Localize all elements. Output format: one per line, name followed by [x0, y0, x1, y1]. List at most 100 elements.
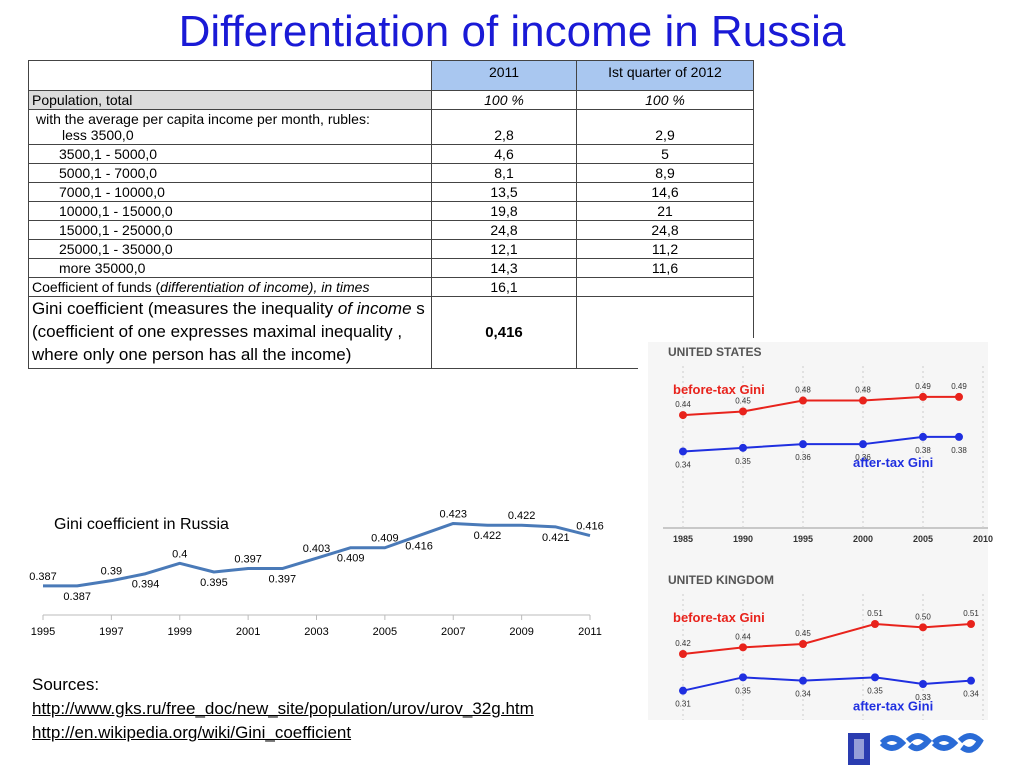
- data-label: 0.394: [132, 579, 160, 591]
- income-2011-7: 14,3: [431, 258, 577, 278]
- data-label: 0.421: [542, 532, 570, 544]
- income-2011-0: 2,8: [431, 109, 577, 145]
- coef-funds-label-a: Coefficient of funds (: [32, 279, 161, 295]
- income-2011-4: 19,8: [431, 201, 577, 221]
- table-row: 3500,1 - 5000,0 4,6 5: [28, 144, 754, 164]
- income-2012-7: 11,6: [576, 258, 754, 278]
- sources-label: Sources:: [32, 675, 100, 694]
- source-link-gks[interactable]: http://www.gks.ru/free_doc/new_site/popu…: [32, 698, 534, 718]
- population-label: Population, total: [28, 90, 432, 110]
- table-row: 15000,1 - 25000,0 24,8 24,8: [28, 220, 754, 240]
- data-label: 0.48: [795, 386, 811, 395]
- data-point: [739, 643, 747, 652]
- income-2012-4: 21: [576, 201, 754, 221]
- us-uk-charts-svg: UNITED STATES 1985 1990 1995 2000 2005 2010 0.4…: [638, 338, 998, 772]
- data-label: 0.50: [915, 612, 931, 621]
- data-label: 0.4: [172, 548, 187, 560]
- income-row-label: with the average per capita income per m…: [28, 109, 432, 145]
- data-point: [739, 673, 747, 682]
- income-row-label-0: less 3500,0: [62, 127, 134, 143]
- x-tick-label: 2011: [578, 626, 602, 638]
- table-row: more 35000,0 14,3 11,6: [28, 258, 754, 278]
- x-tick-label: 2005: [913, 534, 933, 544]
- income-2012-1: 5: [576, 144, 754, 164]
- income-2012-6: 11,2: [576, 239, 754, 259]
- income-2012-5: 24,8: [576, 220, 754, 240]
- data-point: [955, 392, 963, 401]
- table-row: Coefficient of funds (differentiation of…: [28, 277, 754, 297]
- coef-funds-2011: 16,1: [431, 277, 577, 297]
- data-label: 0.49: [915, 382, 931, 391]
- data-point: [859, 440, 867, 449]
- income-row-label-1: 3500,1 - 5000,0: [28, 144, 432, 164]
- data-label: 0.416: [576, 521, 604, 533]
- table-row: 7000,1 - 10000,0 13,5 14,6: [28, 182, 754, 202]
- data-point: [799, 396, 807, 405]
- page-title: Differentiation of income in Russia: [178, 7, 846, 56]
- coef-funds-2012: [576, 277, 754, 297]
- header-empty-cell: [28, 60, 432, 91]
- data-point: [919, 623, 927, 632]
- data-label: 0.49: [951, 382, 967, 391]
- data-label: 0.416: [405, 541, 433, 553]
- gini-2011: 0,416: [431, 296, 577, 369]
- data-label: 0.387: [29, 571, 57, 583]
- data-point: [679, 650, 687, 658]
- table-row: 25000,1 - 35000,0 12,1 11,2: [28, 239, 754, 259]
- table-header-row: 2011 Ist quarter of 2012: [28, 60, 754, 91]
- logo-emblem-detail: [854, 739, 864, 759]
- data-point: [799, 440, 807, 449]
- income-2011-2: 8,1: [431, 163, 577, 183]
- population-2012: 100 %: [576, 90, 754, 110]
- table-row: Gini coefficient (measures the inequalit…: [28, 296, 754, 369]
- income-2012-3: 14,6: [576, 182, 754, 202]
- data-label: 0.31: [675, 700, 691, 709]
- series-line: [682, 622, 972, 655]
- income-2011-3: 13,5: [431, 182, 577, 202]
- data-label: 0.409: [337, 553, 365, 565]
- income-row-label-3: 7000,1 - 10000,0: [28, 182, 432, 202]
- x-tick-label: 2005: [373, 626, 397, 638]
- panel-title: UNITED KINGDOM: [668, 573, 774, 587]
- series-label: after-tax Gini: [853, 455, 933, 470]
- data-label: 0.35: [735, 457, 751, 466]
- income-2011-1: 4,6: [431, 144, 577, 164]
- paper-sheet: [648, 342, 988, 722]
- series-label: after-tax Gini: [853, 699, 933, 714]
- data-label: 0.38: [951, 446, 967, 455]
- data-label: 0.42: [675, 639, 691, 648]
- logo: [848, 725, 1008, 773]
- data-point: [739, 407, 747, 416]
- income-row-label-4: 10000,1 - 15000,0: [28, 201, 432, 221]
- x-tick-label: 2007: [441, 626, 465, 638]
- header-2012: Ist quarter of 2012: [576, 60, 754, 91]
- gini-label-b: of income: [337, 299, 412, 318]
- data-point: [967, 620, 975, 628]
- gini-label-a: Gini coefficient (measures the inequalit…: [32, 299, 338, 318]
- x-tick-label: 2003: [304, 626, 328, 638]
- x-tick-label: 1999: [168, 626, 192, 638]
- income-2012-0: 2,9: [576, 109, 754, 145]
- data-point: [859, 396, 867, 405]
- table-row: with the average per capita income per m…: [28, 109, 754, 145]
- gini-russia-line: [43, 521, 591, 588]
- source-link-wikipedia[interactable]: http://en.wikipedia.org/wiki/Gini_coeffi…: [32, 722, 352, 742]
- data-label: 0.33: [915, 693, 931, 702]
- income-2012-2: 8,9: [576, 163, 754, 183]
- income-row-label-2: 5000,1 - 7000,0: [28, 163, 432, 183]
- data-label: 0.34: [675, 460, 691, 469]
- population-2011: 100 %: [431, 90, 577, 110]
- logo-graphic: [848, 733, 984, 765]
- table-row: 5000,1 - 7000,0 8,1 8,9: [28, 163, 754, 183]
- table-row: Population, total 100 % 100 %: [28, 90, 754, 110]
- header-2011: 2011: [431, 60, 577, 91]
- data-label: 0.409: [371, 533, 399, 545]
- x-tick-label: 2009: [509, 626, 533, 638]
- series-label: before-tax Gini: [673, 610, 765, 625]
- income-intro: with the average per capita income per m…: [36, 111, 370, 127]
- income-2011-6: 12,1: [431, 239, 577, 259]
- income-table: 2011 Ist quarter of 2012 Population, tot…: [28, 60, 754, 369]
- russia-gini-chart-svg: Gini coefficient in Russia 0.387 0.387 0.3…: [29, 508, 604, 638]
- coef-funds-label: Coefficient of funds (differentiation of…: [28, 277, 432, 297]
- x-tick-label: 1995: [31, 626, 55, 638]
